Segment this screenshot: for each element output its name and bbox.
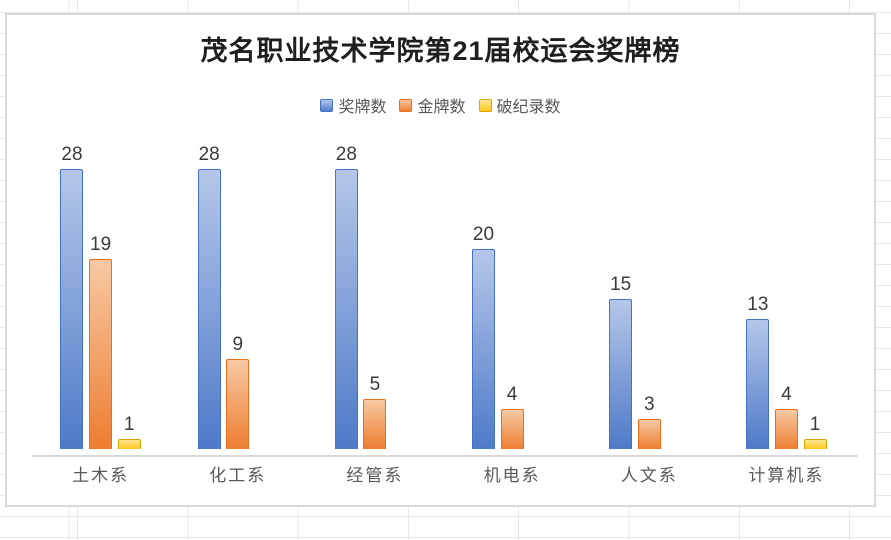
- bar-slot: 15: [609, 274, 633, 449]
- bar-cluster: 28 19 1: [32, 133, 169, 449]
- legend-label: 破纪录数: [496, 99, 561, 116]
- category-group: 28 19 1 土木系: [32, 133, 169, 490]
- bar[interactable]: [89, 259, 113, 449]
- data-label: 4: [781, 384, 792, 405]
- legend-swatch-icon: [399, 98, 413, 112]
- data-label: 4: [506, 384, 518, 405]
- category-group: 13 4 1 计算机系: [718, 133, 855, 490]
- category-group: 28 5 经管系: [306, 133, 443, 490]
- bar-cluster: 28 9: [169, 133, 306, 449]
- bar-slot: 28: [197, 144, 221, 449]
- bar-slot: 19: [89, 234, 113, 449]
- data-label: 1: [809, 414, 821, 435]
- bar-slot: 28: [334, 144, 358, 449]
- bar[interactable]: [472, 249, 495, 449]
- bar[interactable]: [363, 399, 387, 449]
- chart-title: 茂名职业技术学院第21届校运会奖牌榜: [200, 36, 681, 66]
- bar[interactable]: [500, 409, 524, 449]
- legend-swatch-icon: [320, 98, 334, 112]
- category-label: 经管系: [346, 466, 404, 485]
- category-group: 15 3 人文系: [581, 133, 718, 490]
- data-label: 13: [747, 294, 769, 315]
- legend-item-0[interactable]: 奖牌数: [320, 93, 386, 117]
- category-group: 20 4 机电系: [444, 133, 581, 490]
- bar-slot: 13: [746, 294, 770, 449]
- bar-slot: 1: [803, 414, 827, 449]
- data-label: 3: [643, 394, 655, 415]
- data-label: 15: [610, 274, 632, 295]
- bar[interactable]: [637, 419, 661, 449]
- medal-bar-chart[interactable]: 茂名职业技术学院第21届校运会奖牌榜 奖牌数 金牌数 破纪录数 28 19 1 土木系 28…: [5, 13, 876, 507]
- category-label: 机电系: [483, 466, 541, 485]
- bar-slot: 1: [117, 414, 141, 449]
- bar-cluster: 28 5: [306, 133, 443, 449]
- category-group: 28 9 化工系: [169, 133, 306, 490]
- bar-slot: 4: [774, 384, 798, 449]
- bar-cluster: 20 4: [444, 133, 581, 449]
- data-label: 28: [335, 144, 357, 165]
- data-label: 28: [61, 144, 83, 165]
- bar-slot: 28: [60, 144, 84, 449]
- bar[interactable]: [803, 439, 827, 449]
- bar[interactable]: [117, 439, 141, 449]
- bar[interactable]: [226, 359, 250, 449]
- data-label: 1: [123, 414, 135, 435]
- x-axis-line: [32, 455, 858, 457]
- data-label: 9: [232, 334, 244, 355]
- bar-cluster: 15 3: [581, 133, 718, 449]
- plot-area: 28 19 1 土木系 28 9 化工系 28 5 经管系 20 4 机电系 15 3 人文系 13 4 1 计算机系: [32, 133, 858, 490]
- category-label: 土木系: [72, 466, 130, 485]
- legend-item-2[interactable]: 破纪录数: [478, 93, 561, 117]
- bar[interactable]: [334, 169, 358, 449]
- data-label: 20: [472, 224, 495, 245]
- legend-label: 奖牌数: [338, 99, 387, 116]
- bar-slot: 20: [472, 225, 495, 449]
- data-label: 19: [90, 234, 112, 255]
- bar-slot: 5: [363, 374, 387, 449]
- category-label: 化工系: [209, 466, 267, 485]
- legend-label: 金牌数: [417, 99, 466, 116]
- data-label: 28: [198, 144, 220, 165]
- category-label: 人文系: [620, 466, 678, 485]
- chart-legend: 奖牌数 金牌数 破纪录数: [7, 93, 874, 117]
- legend-item-1[interactable]: 金牌数: [399, 93, 466, 117]
- bar-slot: 3: [637, 394, 661, 449]
- bar-slot: 9: [226, 334, 250, 449]
- bar-cluster: 13 4 1: [718, 133, 855, 449]
- bar[interactable]: [774, 409, 798, 449]
- bar[interactable]: [609, 299, 633, 449]
- bar-slot: 4: [500, 384, 524, 449]
- data-label: 5: [369, 374, 381, 395]
- legend-swatch-icon: [478, 98, 492, 112]
- bar[interactable]: [197, 169, 221, 449]
- bar[interactable]: [60, 169, 84, 449]
- category-label: 计算机系: [748, 466, 825, 485]
- bar[interactable]: [746, 319, 770, 449]
